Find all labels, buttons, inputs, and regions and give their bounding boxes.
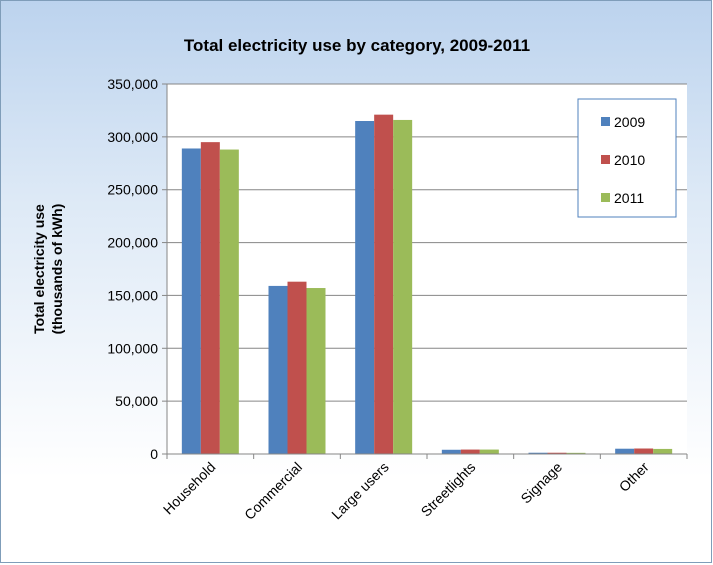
y-axis-ticks: 0 50,000 100,000 150,000 200,000 250,000 300,0… — [107, 76, 167, 462]
y-axis-title-line-1: Total electricity use — [31, 204, 47, 334]
bar-2010-streetlights — [460, 449, 480, 454]
y-axis-title-line-2: (thousands of kWh) — [49, 204, 65, 335]
x-axis-ticks: Household Commercial Large users Streetligh… — [160, 454, 688, 523]
bar-2009-streetlights — [441, 449, 461, 454]
legend-swatch-2011 — [601, 193, 610, 202]
legend-swatch-2009 — [601, 117, 610, 126]
y-tick-label: 50,000 — [115, 393, 158, 409]
legend-label-2011: 2011 — [614, 190, 644, 206]
y-tick-label: 300,000 — [107, 129, 158, 145]
y-tick-label: 100,000 — [107, 340, 158, 356]
bar-2011-commercial — [306, 288, 326, 454]
bar-2011-large-users — [393, 119, 413, 454]
y-tick-label: 0 — [150, 446, 158, 462]
bar-2010-household — [200, 142, 220, 454]
chart-title: Total electricity use by category, 2009-… — [184, 36, 530, 55]
y-tick-label: 250,000 — [107, 182, 158, 198]
y-tick-label: 350,000 — [107, 76, 158, 92]
bar-2010-signage — [547, 452, 567, 454]
bar-2009-signage — [528, 452, 548, 454]
bar-2009-commercial — [268, 285, 288, 454]
y-axis-title: Total electricity use (thousands of kWh) — [31, 204, 65, 335]
x-tick-label: Household — [160, 459, 219, 518]
y-tick-label: 150,000 — [107, 287, 158, 303]
legend-label-2010: 2010 — [614, 152, 645, 168]
bar-2009-large-users — [355, 121, 375, 454]
bar-2011-other — [653, 448, 673, 454]
bar-2009-other — [615, 448, 635, 454]
x-tick-label: Signage — [517, 459, 565, 507]
x-tick-label: Streetlights — [418, 459, 479, 520]
bar-2009-household — [181, 148, 201, 454]
bar-2011-household — [219, 149, 239, 455]
legend-label-2009: 2009 — [614, 114, 645, 130]
bar-2010-commercial — [287, 281, 307, 454]
legend-swatch-2010 — [601, 155, 610, 164]
legend: 2009 2010 2011 — [577, 98, 677, 218]
bar-2011-signage — [566, 452, 586, 454]
bar-2011-streetlights — [479, 449, 499, 454]
bar-2010-other — [634, 448, 654, 454]
bar-2010-large-users — [374, 114, 394, 455]
bars — [181, 114, 673, 455]
x-tick-label: Other — [616, 459, 652, 495]
x-tick-label: Large users — [328, 459, 392, 523]
x-tick-label: Commercial — [241, 459, 305, 523]
y-tick-label: 200,000 — [107, 235, 158, 251]
